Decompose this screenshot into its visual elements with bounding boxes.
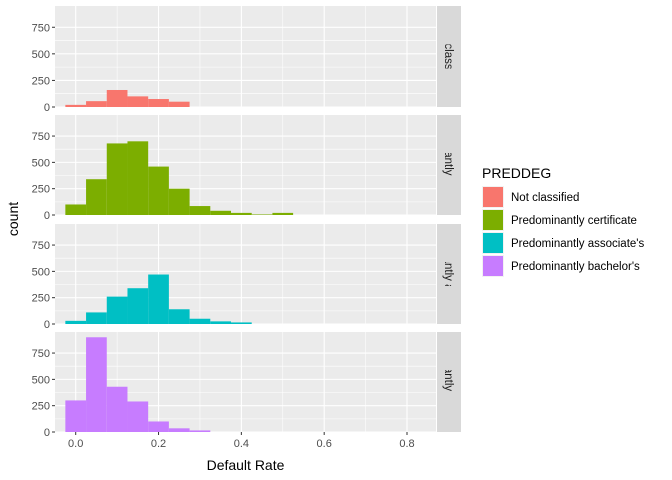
facet-strip: [437, 224, 461, 324]
legend-label: Predominantly certificate: [511, 215, 637, 227]
legend-swatch: [483, 210, 503, 230]
histogram-bar: [251, 214, 273, 215]
legend: PREDDEG Not classified Predominantly certi…: [482, 165, 644, 277]
histogram-bar: [106, 89, 128, 107]
histogram-bar: [65, 204, 87, 215]
x-tick-label: 0.4: [234, 438, 249, 450]
facet-panel: 0 250 500 750 Predominantly bachelor's: [32, 318, 461, 447]
histogram-bar: [168, 428, 190, 432]
facet-strip-label: Predominantly associate's: [442, 207, 454, 340]
histogram-bar: [148, 99, 169, 107]
histogram-bar: [210, 321, 232, 324]
histogram-bar: [168, 309, 190, 324]
histogram-bar: [168, 101, 190, 107]
histogram-bar: [65, 400, 87, 432]
legend-label: Predominantly bachelor's: [511, 261, 640, 273]
histogram-bar: [106, 386, 128, 432]
x-tick-label: 0.0: [68, 438, 83, 450]
y-tick-label: 0: [44, 210, 50, 222]
y-tick-label: 0: [44, 427, 50, 439]
histogram-bar: [86, 179, 107, 215]
facet-strip-label: Predominantly certificate: [442, 102, 454, 228]
x-tick-label: 0.2: [151, 438, 166, 450]
legend-title: PREDDEG: [482, 165, 551, 181]
histogram-bar: [189, 318, 211, 324]
histogram-bar: [65, 104, 87, 107]
y-axis-title: count: [5, 202, 21, 236]
histogram-bar: [86, 337, 107, 432]
y-tick-label: 250: [32, 401, 50, 413]
facet-strip: [437, 115, 461, 215]
histogram-bar: [86, 312, 107, 324]
histogram-bar: [231, 212, 252, 215]
histogram-bar: [127, 288, 149, 324]
facet-strip: [437, 332, 461, 432]
x-tick-label: 0.8: [399, 438, 414, 450]
histogram-bar: [148, 421, 169, 432]
histogram-bar: [168, 188, 190, 215]
facet-strip-label: Predominantly bachelor's: [442, 318, 454, 447]
y-tick-label: 0: [44, 102, 50, 114]
y-tick-label: 750: [32, 240, 50, 252]
y-tick-label: 250: [32, 293, 50, 305]
histogram-bar: [127, 141, 149, 215]
x-axis-title: Default Rate: [207, 457, 285, 473]
y-tick-label: 500: [32, 266, 50, 278]
legend-swatch: [483, 233, 503, 253]
x-tick-label: 0.6: [317, 438, 332, 450]
histogram-bar: [189, 430, 211, 432]
y-tick-label: 750: [32, 22, 50, 34]
histogram-bar: [106, 296, 128, 324]
histogram-bar: [86, 101, 107, 107]
histogram-bar: [106, 143, 128, 215]
legend-swatch: [483, 256, 503, 276]
histogram-bar: [127, 401, 149, 432]
histogram-bar: [65, 320, 87, 324]
histogram-bar: [148, 274, 169, 324]
facet-panel: 0 250 500 750 Predominantly certificate: [32, 102, 461, 228]
y-tick-label: 750: [32, 348, 50, 360]
y-tick-label: 500: [32, 374, 50, 386]
y-tick-label: 750: [32, 131, 50, 143]
histogram-bar: [231, 322, 252, 324]
histogram-bar: [189, 206, 211, 215]
facet-panel: 0 250 500 750 Predominantly associate's: [32, 207, 461, 340]
y-tick-label: 250: [32, 184, 50, 196]
facet-panel: 0 250 500 750 Not classified: [32, 6, 461, 114]
legend-label: Not classified: [511, 192, 579, 204]
y-tick-label: 500: [32, 157, 50, 169]
y-tick-label: 0: [44, 319, 50, 331]
legend-label: Predominantly associate's: [511, 238, 644, 250]
histogram-bar: [272, 212, 294, 215]
facet-strip-label: Not classified: [442, 22, 454, 90]
legend-swatch: [483, 187, 503, 207]
y-tick-label: 500: [32, 49, 50, 61]
histogram-bar: [127, 96, 149, 107]
histogram-bar: [210, 210, 232, 215]
facet-strip: [437, 6, 461, 107]
histogram-bar: [148, 166, 169, 215]
y-tick-label: 250: [32, 75, 50, 87]
